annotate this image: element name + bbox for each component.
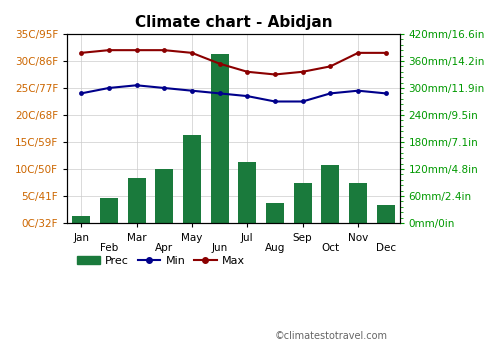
Bar	[100, 198, 118, 223]
Bar	[349, 183, 367, 223]
Legend: Prec, Min, Max: Prec, Min, Max	[73, 252, 250, 271]
Text: Jun: Jun	[212, 243, 228, 253]
Bar	[210, 54, 228, 223]
Bar	[377, 205, 395, 223]
Text: Oct: Oct	[322, 243, 340, 253]
Bar	[155, 169, 173, 223]
Bar	[238, 162, 256, 223]
Bar	[322, 164, 340, 223]
Text: May: May	[181, 233, 203, 244]
Text: Jul: Jul	[241, 233, 254, 244]
Text: Feb: Feb	[100, 243, 118, 253]
Bar	[266, 203, 284, 223]
Text: Mar: Mar	[126, 233, 146, 244]
Text: ©climatestotravel.com: ©climatestotravel.com	[275, 331, 388, 341]
Bar	[183, 135, 201, 223]
Bar	[128, 178, 146, 223]
Title: Climate chart - Abidjan: Climate chart - Abidjan	[134, 15, 332, 30]
Text: Sep: Sep	[293, 233, 312, 244]
Text: Jan: Jan	[73, 233, 89, 244]
Text: Apr: Apr	[155, 243, 174, 253]
Bar	[294, 183, 312, 223]
Text: Aug: Aug	[265, 243, 285, 253]
Bar	[72, 216, 90, 223]
Text: Nov: Nov	[348, 233, 368, 244]
Text: Dec: Dec	[376, 243, 396, 253]
